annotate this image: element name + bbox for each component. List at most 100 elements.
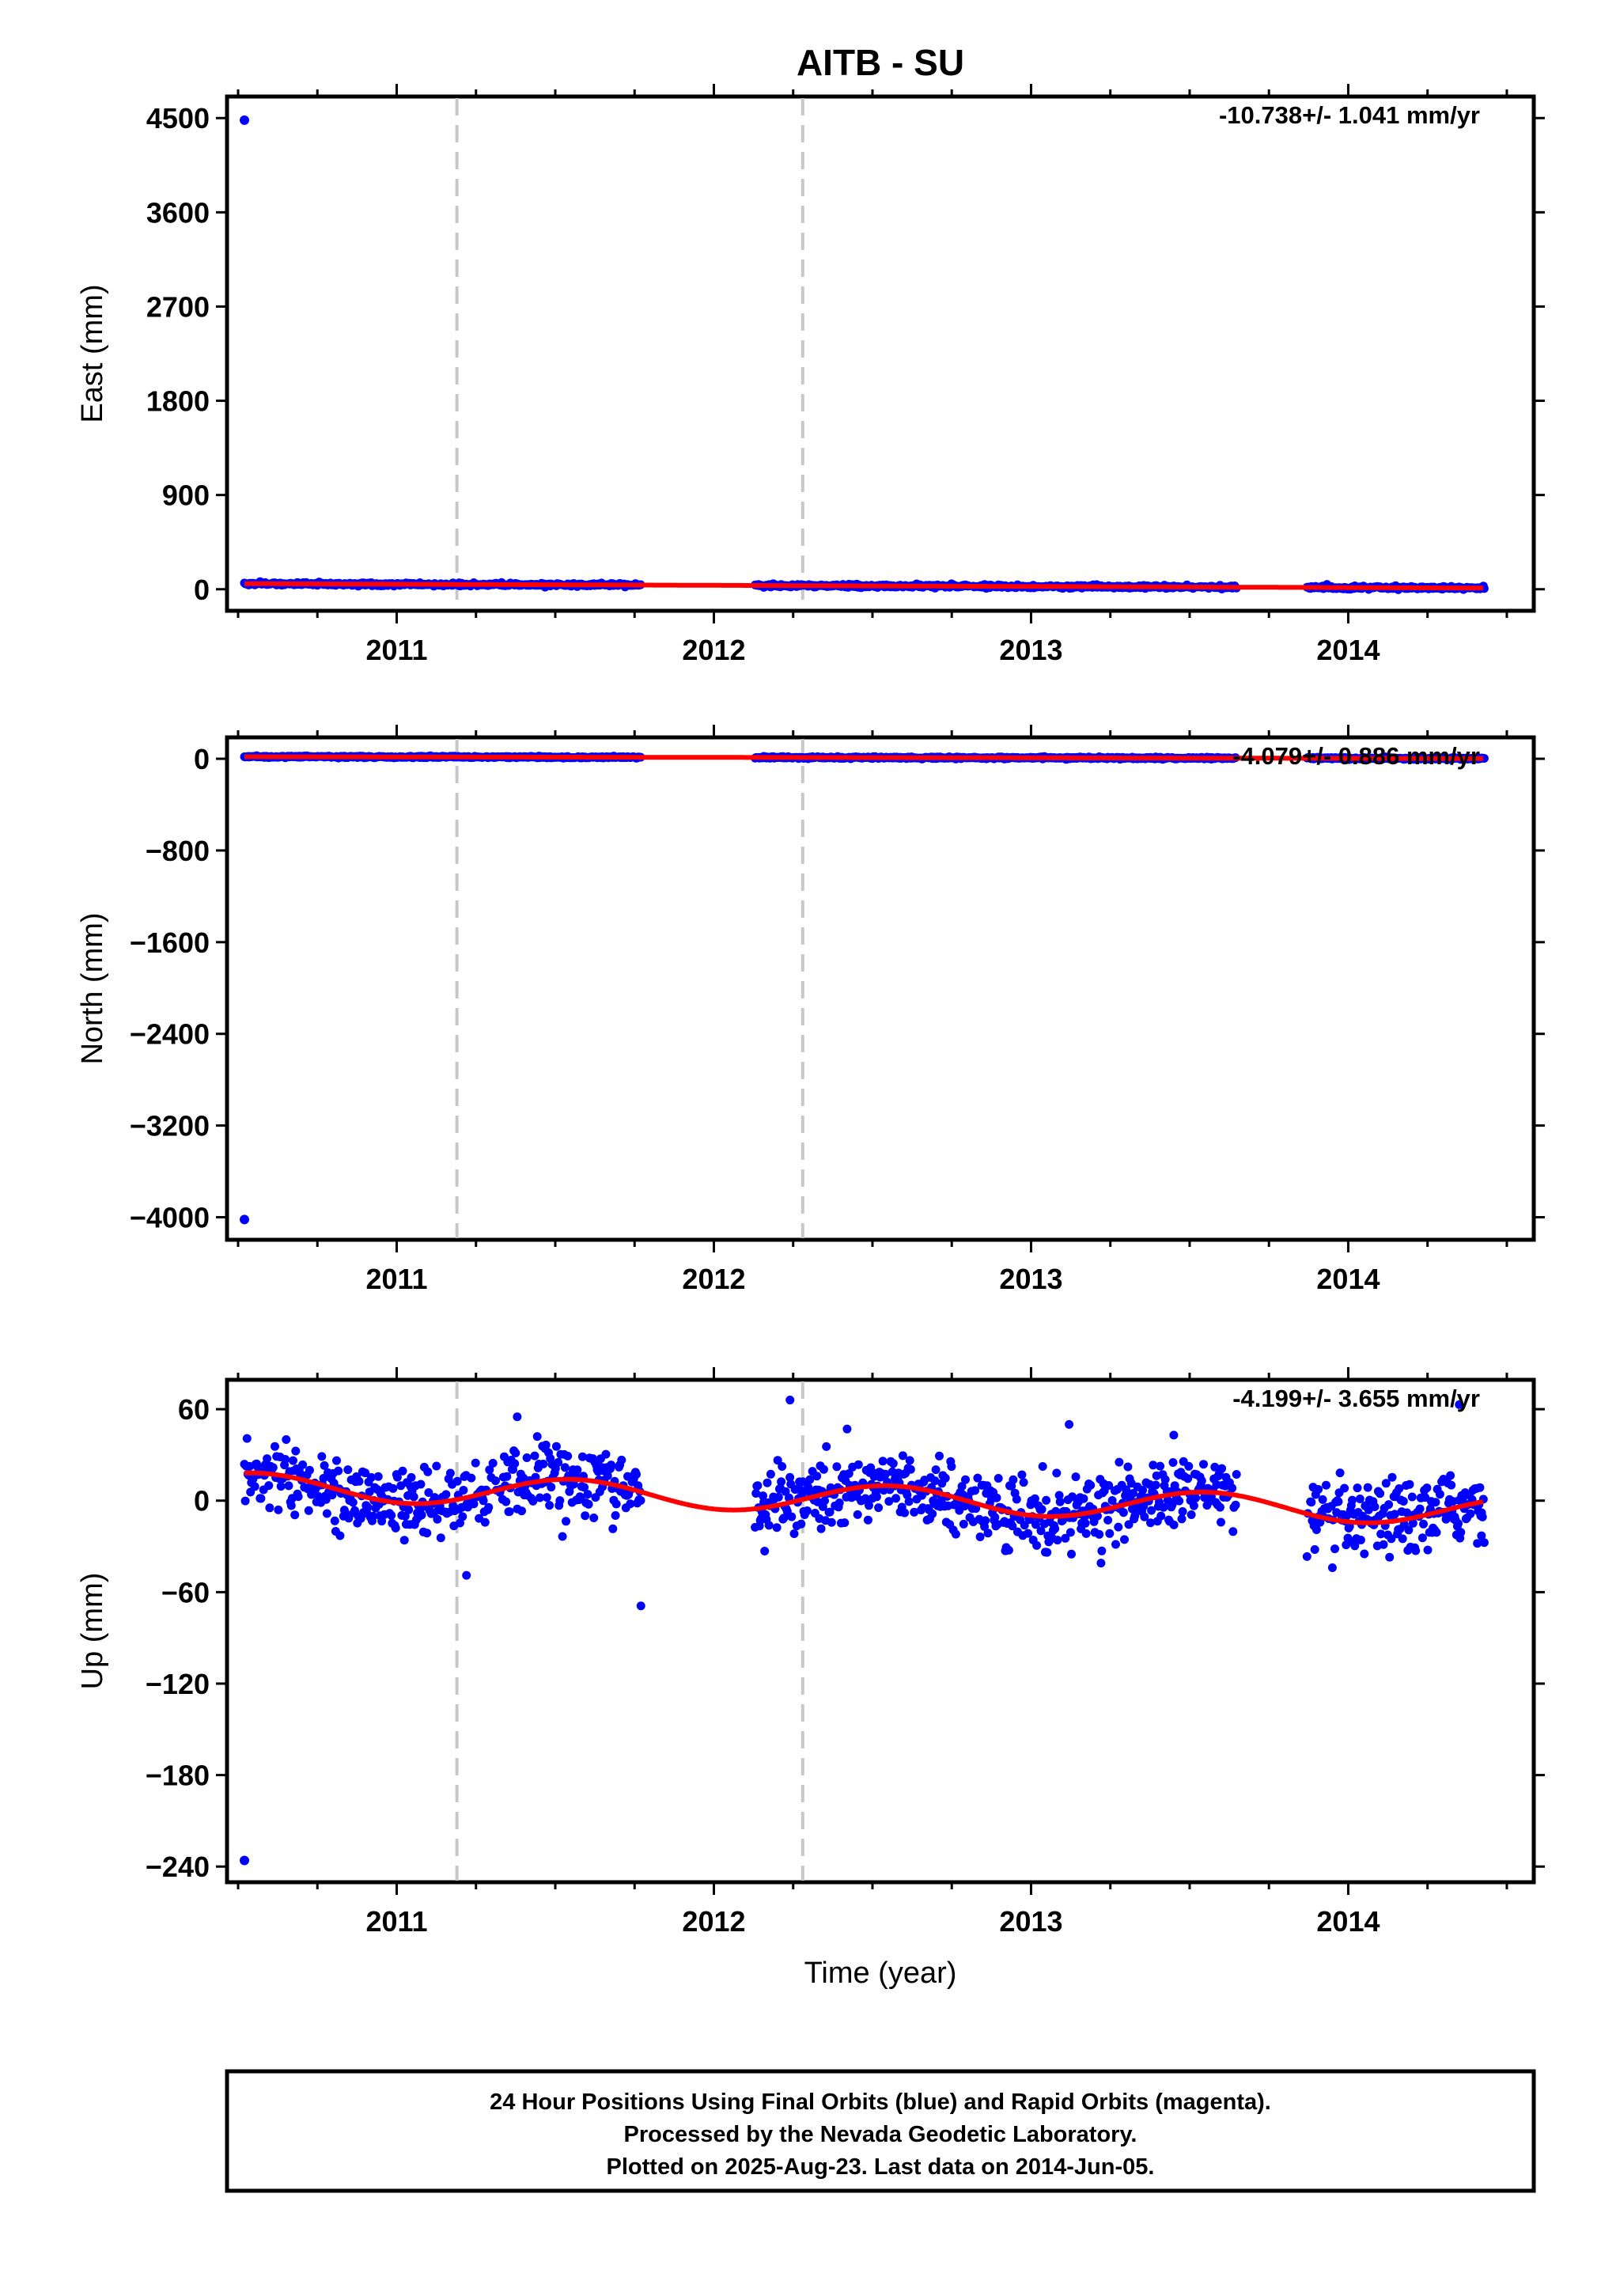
data-point	[842, 1424, 852, 1434]
data-point	[558, 1532, 567, 1541]
y-tick-label: 60	[178, 1393, 210, 1426]
data-point	[1311, 1525, 1321, 1534]
data-point	[522, 1453, 532, 1462]
data-point	[363, 1502, 373, 1512]
data-point	[1363, 1483, 1372, 1492]
x-tick-label: 2011	[365, 634, 427, 666]
data-point	[1334, 1497, 1343, 1506]
data-point	[240, 1496, 250, 1506]
data-point	[560, 1463, 570, 1472]
data-point	[1466, 1509, 1475, 1518]
data-point	[1314, 1485, 1323, 1494]
data-point	[501, 1497, 511, 1506]
plot-frame	[225, 1377, 1536, 1885]
data-point	[1012, 1495, 1021, 1504]
data-point	[928, 1509, 937, 1518]
data-point	[1042, 1495, 1051, 1505]
y-tick-label: 0	[194, 743, 210, 775]
data-point	[931, 1465, 941, 1475]
data-point	[289, 1456, 297, 1465]
data-point	[1370, 1502, 1380, 1511]
data-point	[1138, 1485, 1148, 1495]
data-point	[530, 1451, 539, 1461]
data-point	[563, 1451, 573, 1461]
y-tick-label: 2700	[146, 290, 210, 323]
data-point	[462, 1570, 471, 1580]
x-tick-label: 2011	[365, 1905, 427, 1938]
data-point	[422, 1529, 432, 1538]
y-tick-label: 900	[162, 479, 210, 512]
x-axis-label: Time (year)	[804, 1957, 957, 1990]
data-point	[417, 1510, 426, 1520]
data-point	[785, 1396, 795, 1405]
plot-frame	[225, 94, 1536, 613]
data-point	[511, 1449, 520, 1457]
data-point	[1175, 1496, 1184, 1506]
data-point	[1419, 1519, 1428, 1529]
y-tick-label: −1600	[130, 926, 210, 959]
data-point	[480, 1517, 490, 1527]
data-point	[983, 1529, 993, 1538]
data-point	[617, 1455, 626, 1464]
data-point	[888, 1459, 898, 1468]
data-point	[491, 1476, 500, 1486]
east-panel: 4500 3600 2700 1800 900 0 2011 2012 2013 2014 East…	[76, 84, 1545, 666]
data-point	[551, 1442, 561, 1451]
x-tick-label: 2014	[1316, 1905, 1380, 1938]
data-point	[822, 1442, 831, 1451]
data-point	[812, 1472, 822, 1481]
data-point	[1065, 1528, 1075, 1537]
data-point	[766, 1469, 775, 1479]
data-point	[1184, 1461, 1194, 1471]
data-point	[1071, 1472, 1081, 1482]
data-point	[1105, 1529, 1115, 1538]
data-point	[961, 1475, 970, 1484]
rate-label: -4.199+/- 3.655 mm/yr	[1232, 1385, 1480, 1412]
data-point	[608, 1524, 618, 1533]
data-point	[488, 1458, 498, 1468]
data-point	[445, 1468, 455, 1478]
x-tick-label: 2013	[999, 634, 1062, 666]
data-point	[416, 1480, 426, 1489]
data-point	[441, 1490, 451, 1499]
data-point	[1360, 1549, 1369, 1559]
y-axis-label: Up (mm)	[76, 1573, 109, 1690]
data-point	[1053, 1536, 1062, 1545]
data-point	[1215, 1502, 1224, 1512]
data-point	[1037, 1505, 1047, 1514]
data-point	[878, 1457, 888, 1466]
data-point	[298, 1460, 308, 1469]
data-point	[787, 1512, 797, 1521]
data-point	[532, 1432, 542, 1442]
outlier-point	[240, 1855, 250, 1866]
data-point	[387, 1510, 396, 1520]
data-point	[1385, 1552, 1395, 1562]
data-point	[554, 1457, 563, 1467]
data-point	[1322, 1480, 1330, 1490]
data-point	[271, 1442, 279, 1451]
data-points	[240, 751, 1489, 1225]
data-point	[286, 1501, 296, 1510]
data-point	[1356, 1536, 1365, 1544]
data-point	[1111, 1540, 1120, 1549]
data-point	[772, 1523, 782, 1533]
data-point	[827, 1517, 836, 1527]
data-point	[764, 1521, 774, 1530]
data-point	[517, 1506, 526, 1516]
data-point	[853, 1510, 862, 1519]
data-point	[803, 1506, 812, 1515]
rate-label: -4.079+/- 0.886 mm/yr	[1232, 742, 1480, 770]
data-point	[1169, 1430, 1179, 1440]
x-tick-label: 2012	[682, 1905, 745, 1938]
y-tick-label: −120	[146, 1668, 210, 1700]
data-point	[263, 1454, 272, 1464]
data-point	[332, 1456, 341, 1465]
data-point	[1435, 1490, 1444, 1499]
data-point	[484, 1502, 494, 1512]
data-point	[1477, 1531, 1486, 1540]
data-point	[1120, 1535, 1129, 1544]
data-point	[268, 1463, 278, 1472]
data-point	[1423, 1545, 1433, 1555]
data-point	[1446, 1471, 1455, 1480]
data-point	[1422, 1483, 1432, 1493]
